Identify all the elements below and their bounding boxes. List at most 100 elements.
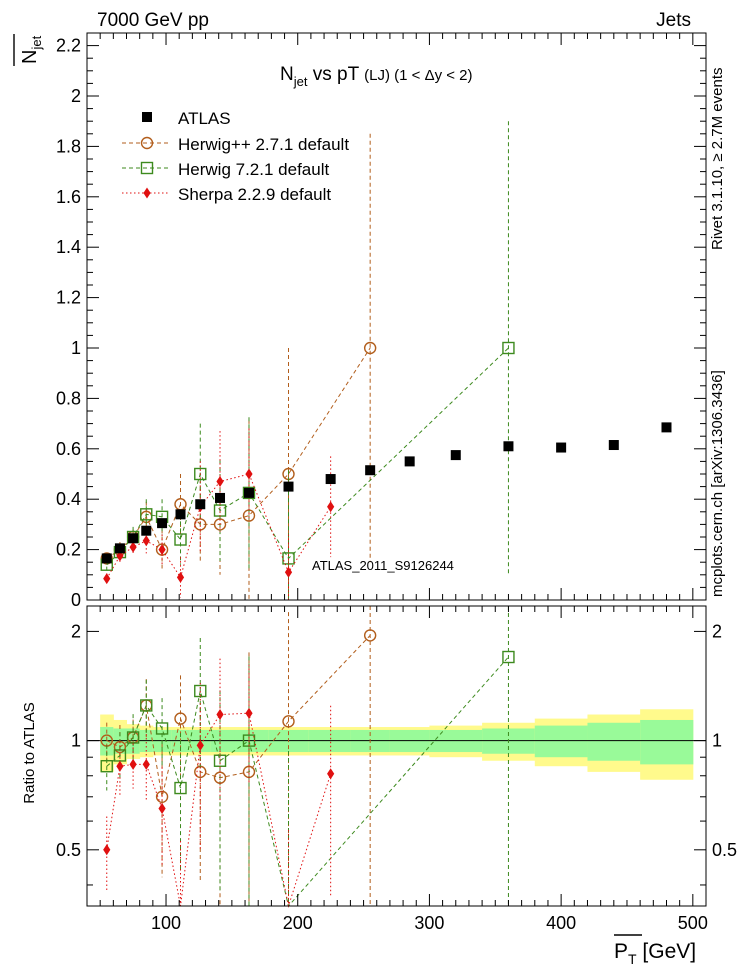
x-tick-label: 400 bbox=[546, 913, 576, 933]
ratio-series-2 bbox=[103, 658, 335, 908]
data-point bbox=[245, 468, 253, 480]
atlas-point bbox=[450, 450, 461, 461]
band-inner bbox=[534, 725, 588, 758]
atlas-point bbox=[101, 553, 112, 564]
atlas-point bbox=[157, 518, 168, 529]
legend-label: Herwig++ 2.7.1 default bbox=[178, 135, 349, 154]
y-tick-label: 1.6 bbox=[56, 187, 81, 207]
header-left: 7000 GeV pp bbox=[97, 10, 209, 31]
atlas-point bbox=[608, 440, 619, 451]
data-point bbox=[100, 552, 113, 565]
legend: ATLAS Herwig++ 2.7.1 default Herwig 7.2.1 … bbox=[122, 109, 349, 204]
series-atlas bbox=[101, 422, 672, 564]
series-line bbox=[106, 347, 509, 566]
ratio-point bbox=[282, 715, 295, 728]
atlas-point bbox=[661, 422, 672, 433]
ratio-point bbox=[103, 844, 111, 856]
header-right: Jets bbox=[656, 10, 691, 31]
ratio-series-1 bbox=[100, 606, 515, 908]
y-tick-label: 2.2 bbox=[56, 36, 81, 56]
main-frame bbox=[86, 32, 707, 601]
atlas-point bbox=[556, 442, 567, 453]
data-point bbox=[242, 486, 256, 500]
band-inner bbox=[587, 722, 641, 761]
ratio-y-tick-label: 1 bbox=[71, 731, 81, 751]
main-y-label: Njet bbox=[19, 35, 44, 64]
atlas-point bbox=[325, 474, 336, 485]
ratio-line bbox=[106, 656, 509, 908]
y-tick-label: 0.6 bbox=[56, 439, 81, 459]
x-tick-label: 500 bbox=[678, 913, 708, 933]
legend-label: Sherpa 2.2.9 default bbox=[178, 185, 331, 204]
atlas-point bbox=[114, 543, 125, 554]
legend-marker-atlas bbox=[142, 112, 152, 122]
atlas-point bbox=[175, 509, 186, 520]
legend-label: Herwig 7.2.1 default bbox=[178, 160, 329, 179]
ratio-point bbox=[502, 650, 515, 664]
data-point bbox=[194, 467, 207, 481]
ratio-point bbox=[194, 684, 207, 698]
data-point bbox=[158, 544, 166, 556]
ratio-point bbox=[142, 758, 150, 770]
data-point bbox=[216, 476, 224, 488]
y-tick-label: 0.8 bbox=[56, 388, 81, 408]
data-point bbox=[142, 535, 150, 547]
band-inner bbox=[640, 719, 694, 765]
data-point bbox=[129, 541, 137, 553]
atlas-point bbox=[243, 487, 254, 498]
ratio-point bbox=[327, 768, 335, 780]
x-axis-label: PT [GeV] bbox=[614, 940, 696, 967]
atlas-point bbox=[128, 533, 139, 544]
legend-label: ATLAS bbox=[178, 109, 231, 128]
ratio-point bbox=[116, 760, 124, 772]
legend-marker bbox=[143, 187, 151, 199]
ratio-point bbox=[363, 629, 377, 642]
ratio-point bbox=[216, 709, 224, 721]
x-tick-label: 300 bbox=[414, 913, 444, 933]
data-point bbox=[140, 508, 153, 521]
ratio-y-tick-label: 2 bbox=[71, 621, 81, 641]
ratio-point bbox=[174, 781, 187, 795]
ratio-point bbox=[158, 802, 166, 814]
data-point bbox=[502, 341, 515, 355]
ratio-point bbox=[100, 760, 113, 773]
legend-marker bbox=[140, 136, 154, 150]
ratio-point bbox=[174, 712, 187, 725]
ratio-point bbox=[196, 739, 204, 751]
data-point bbox=[103, 573, 111, 585]
ratio-y-tick-label-right: 0.5 bbox=[712, 840, 737, 860]
ratio-frame bbox=[86, 605, 707, 907]
data-point bbox=[284, 566, 293, 578]
atlas-point bbox=[283, 481, 294, 492]
y-tick-label: 0.2 bbox=[56, 540, 81, 560]
ratio-point bbox=[245, 707, 253, 719]
y-tick-label: 1.8 bbox=[56, 136, 81, 156]
mcplots-label: mcplots.cern.ch [arXiv:1306.3436] bbox=[709, 370, 726, 597]
main-title: Njet vs pT (LJ) (1 < Δy < 2) bbox=[280, 64, 473, 89]
atlas-point bbox=[195, 499, 206, 510]
ratio-y-tick-label: 0.5 bbox=[56, 840, 81, 860]
atlas-point bbox=[365, 465, 376, 476]
y-tick-label: 1.4 bbox=[56, 237, 81, 257]
atlas-point bbox=[404, 456, 415, 467]
ratio-point bbox=[129, 758, 137, 770]
series-2 bbox=[103, 428, 335, 600]
ratio-y-label: Ratio to ATLAS bbox=[21, 702, 38, 803]
rivet-label: Rivet 3.1.10, ≥ 2.7M events bbox=[709, 68, 726, 251]
y-tick-label: 2 bbox=[71, 86, 81, 106]
legend-marker bbox=[140, 161, 154, 175]
y-tick-label: 1.2 bbox=[56, 288, 81, 308]
series-line bbox=[106, 473, 332, 579]
watermark: ATLAS_2011_S9126244 bbox=[312, 558, 454, 573]
ratio-point bbox=[126, 731, 140, 744]
ratio-y-tick-label-right: 1 bbox=[712, 731, 722, 751]
ratio-y-tick-label-right: 2 bbox=[712, 621, 722, 641]
data-point bbox=[363, 341, 377, 355]
data-point bbox=[327, 501, 335, 513]
atlas-point bbox=[503, 441, 514, 452]
atlas-point bbox=[141, 525, 152, 536]
data-point bbox=[174, 533, 187, 546]
y-tick-label: 1 bbox=[71, 338, 81, 358]
ratio-point bbox=[155, 722, 169, 735]
